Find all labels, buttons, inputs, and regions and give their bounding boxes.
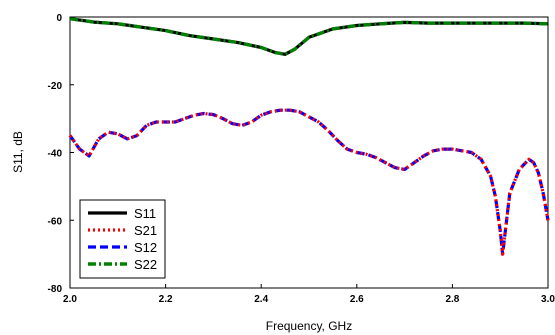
- legend-label-s22: S22: [134, 257, 157, 272]
- y-tick-label: -80: [48, 284, 63, 295]
- x-tick-label: 3.0: [541, 294, 555, 305]
- series-layer: [68, 17, 550, 256]
- legend-entries: S11 S21 S12 S22: [88, 206, 157, 272]
- x-axis-title: Frequency, GHz: [266, 319, 352, 333]
- y-axis-title: S11, dB: [11, 131, 25, 173]
- y-tick-label: -60: [48, 216, 63, 227]
- legend-label-s12: S12: [134, 240, 157, 255]
- tick-layer: 2.0 2.2 2.4 2.6 2.8 3.0 0 -20 -40 -60 -80: [48, 13, 555, 305]
- y-tick-label: -20: [48, 81, 63, 92]
- x-tick-label: 2.8: [445, 294, 459, 305]
- series-line-s22: [69, 17, 549, 56]
- series-line-s21: [68, 108, 550, 256]
- legend-label-s21: S21: [134, 223, 157, 238]
- x-tick-label: 2.4: [254, 294, 268, 305]
- plot-area: 2.0 2.2 2.4 2.6 2.8 3.0 0 -20 -40 -60 -80: [48, 13, 555, 305]
- x-tick-label: 2.2: [159, 294, 173, 305]
- legend-label-s11: S11: [134, 206, 156, 221]
- y-tick-label: -40: [48, 149, 63, 160]
- legend: S11 S21 S12 S22: [79, 199, 166, 279]
- x-tick-label: 2.0: [63, 294, 77, 305]
- y-tick-label: 0: [56, 13, 62, 24]
- x-tick-label: 2.6: [350, 294, 364, 305]
